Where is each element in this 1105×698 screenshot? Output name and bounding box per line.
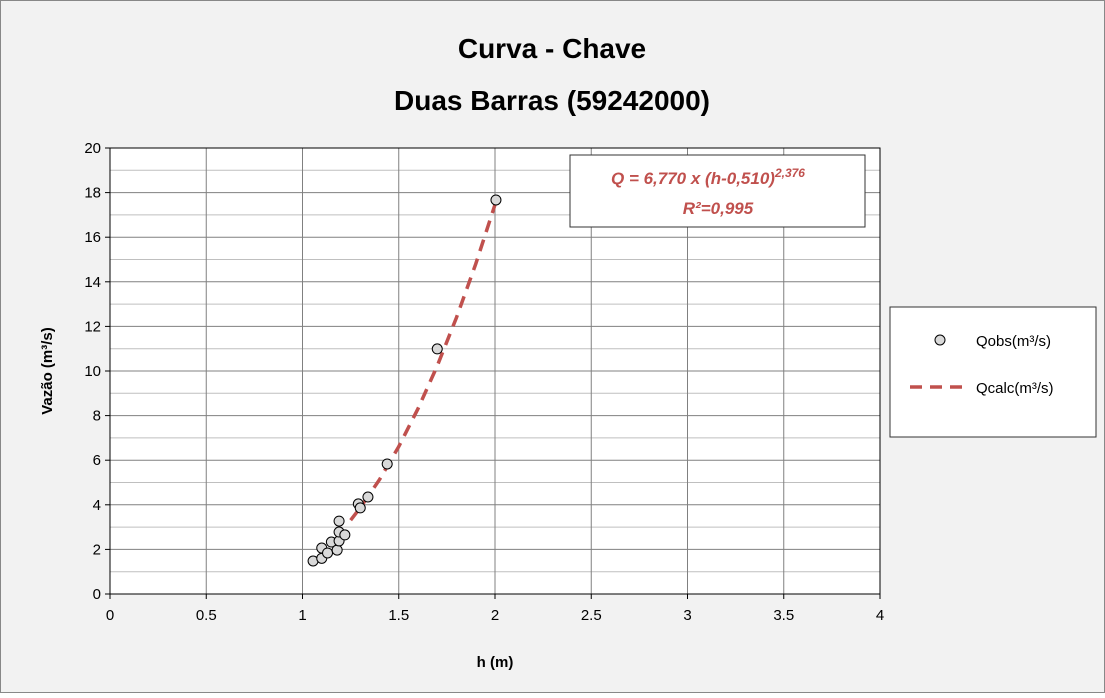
x-tick-label: 4 <box>876 607 884 624</box>
x-tick-label: 1.5 <box>388 607 409 624</box>
x-tick-label: 0.5 <box>196 607 217 624</box>
chart-title: Curva - Chave <box>458 33 646 64</box>
x-tick-label: 3.5 <box>773 607 794 624</box>
y-tick-label: 6 <box>93 452 101 469</box>
data-point <box>331 544 343 556</box>
legend-label: Qobs(m³/s) <box>976 333 1051 350</box>
equation-text: Q = 6,770 x (h-0,510) <box>611 169 775 188</box>
x-tick-label: 0 <box>106 607 114 624</box>
x-tick-label: 1 <box>298 607 306 624</box>
y-tick-label: 2 <box>93 541 101 558</box>
x-tick-label: 3 <box>683 607 691 624</box>
y-tick-label: 4 <box>93 497 101 514</box>
data-point <box>339 529 351 541</box>
y-axis-label: Vazão (m³/s) <box>39 327 56 415</box>
equation: Q = 6,770 x (h-0,510)2,376 <box>611 166 805 188</box>
y-tick-label: 18 <box>84 185 101 202</box>
legend-label: Qcalc(m³/s) <box>976 380 1054 397</box>
x-tick-label: 2.5 <box>581 607 602 624</box>
y-tick-label: 0 <box>93 586 101 603</box>
data-point <box>490 194 502 206</box>
annotation-box <box>569 154 866 228</box>
data-point <box>322 547 334 559</box>
y-tick-label: 14 <box>84 274 101 291</box>
y-tick-label: 10 <box>84 363 101 380</box>
data-point <box>333 515 345 527</box>
x-axis-label: h (m) <box>477 654 514 671</box>
legend-marker <box>934 334 946 346</box>
legend-box <box>889 306 1097 438</box>
plot-border <box>109 147 881 595</box>
y-tick-label: 20 <box>84 140 101 157</box>
r-squared: R²=0,995 <box>683 199 754 218</box>
data-point <box>362 491 374 503</box>
y-tick-label: 12 <box>84 318 101 335</box>
data-point <box>354 502 366 514</box>
x-tick-label: 2 <box>491 607 499 624</box>
marks <box>307 194 502 567</box>
legend: Qobs(m³/s) Qcalc(m³/s) <box>910 333 1054 397</box>
y-tick-label: 8 <box>93 408 101 425</box>
data-point <box>381 458 393 470</box>
y-tick-label: 16 <box>84 229 101 246</box>
data-point <box>431 343 443 355</box>
chart-subtitle: Duas Barras (59242000) <box>394 85 710 116</box>
equation-exponent: 2,376 <box>774 166 805 180</box>
